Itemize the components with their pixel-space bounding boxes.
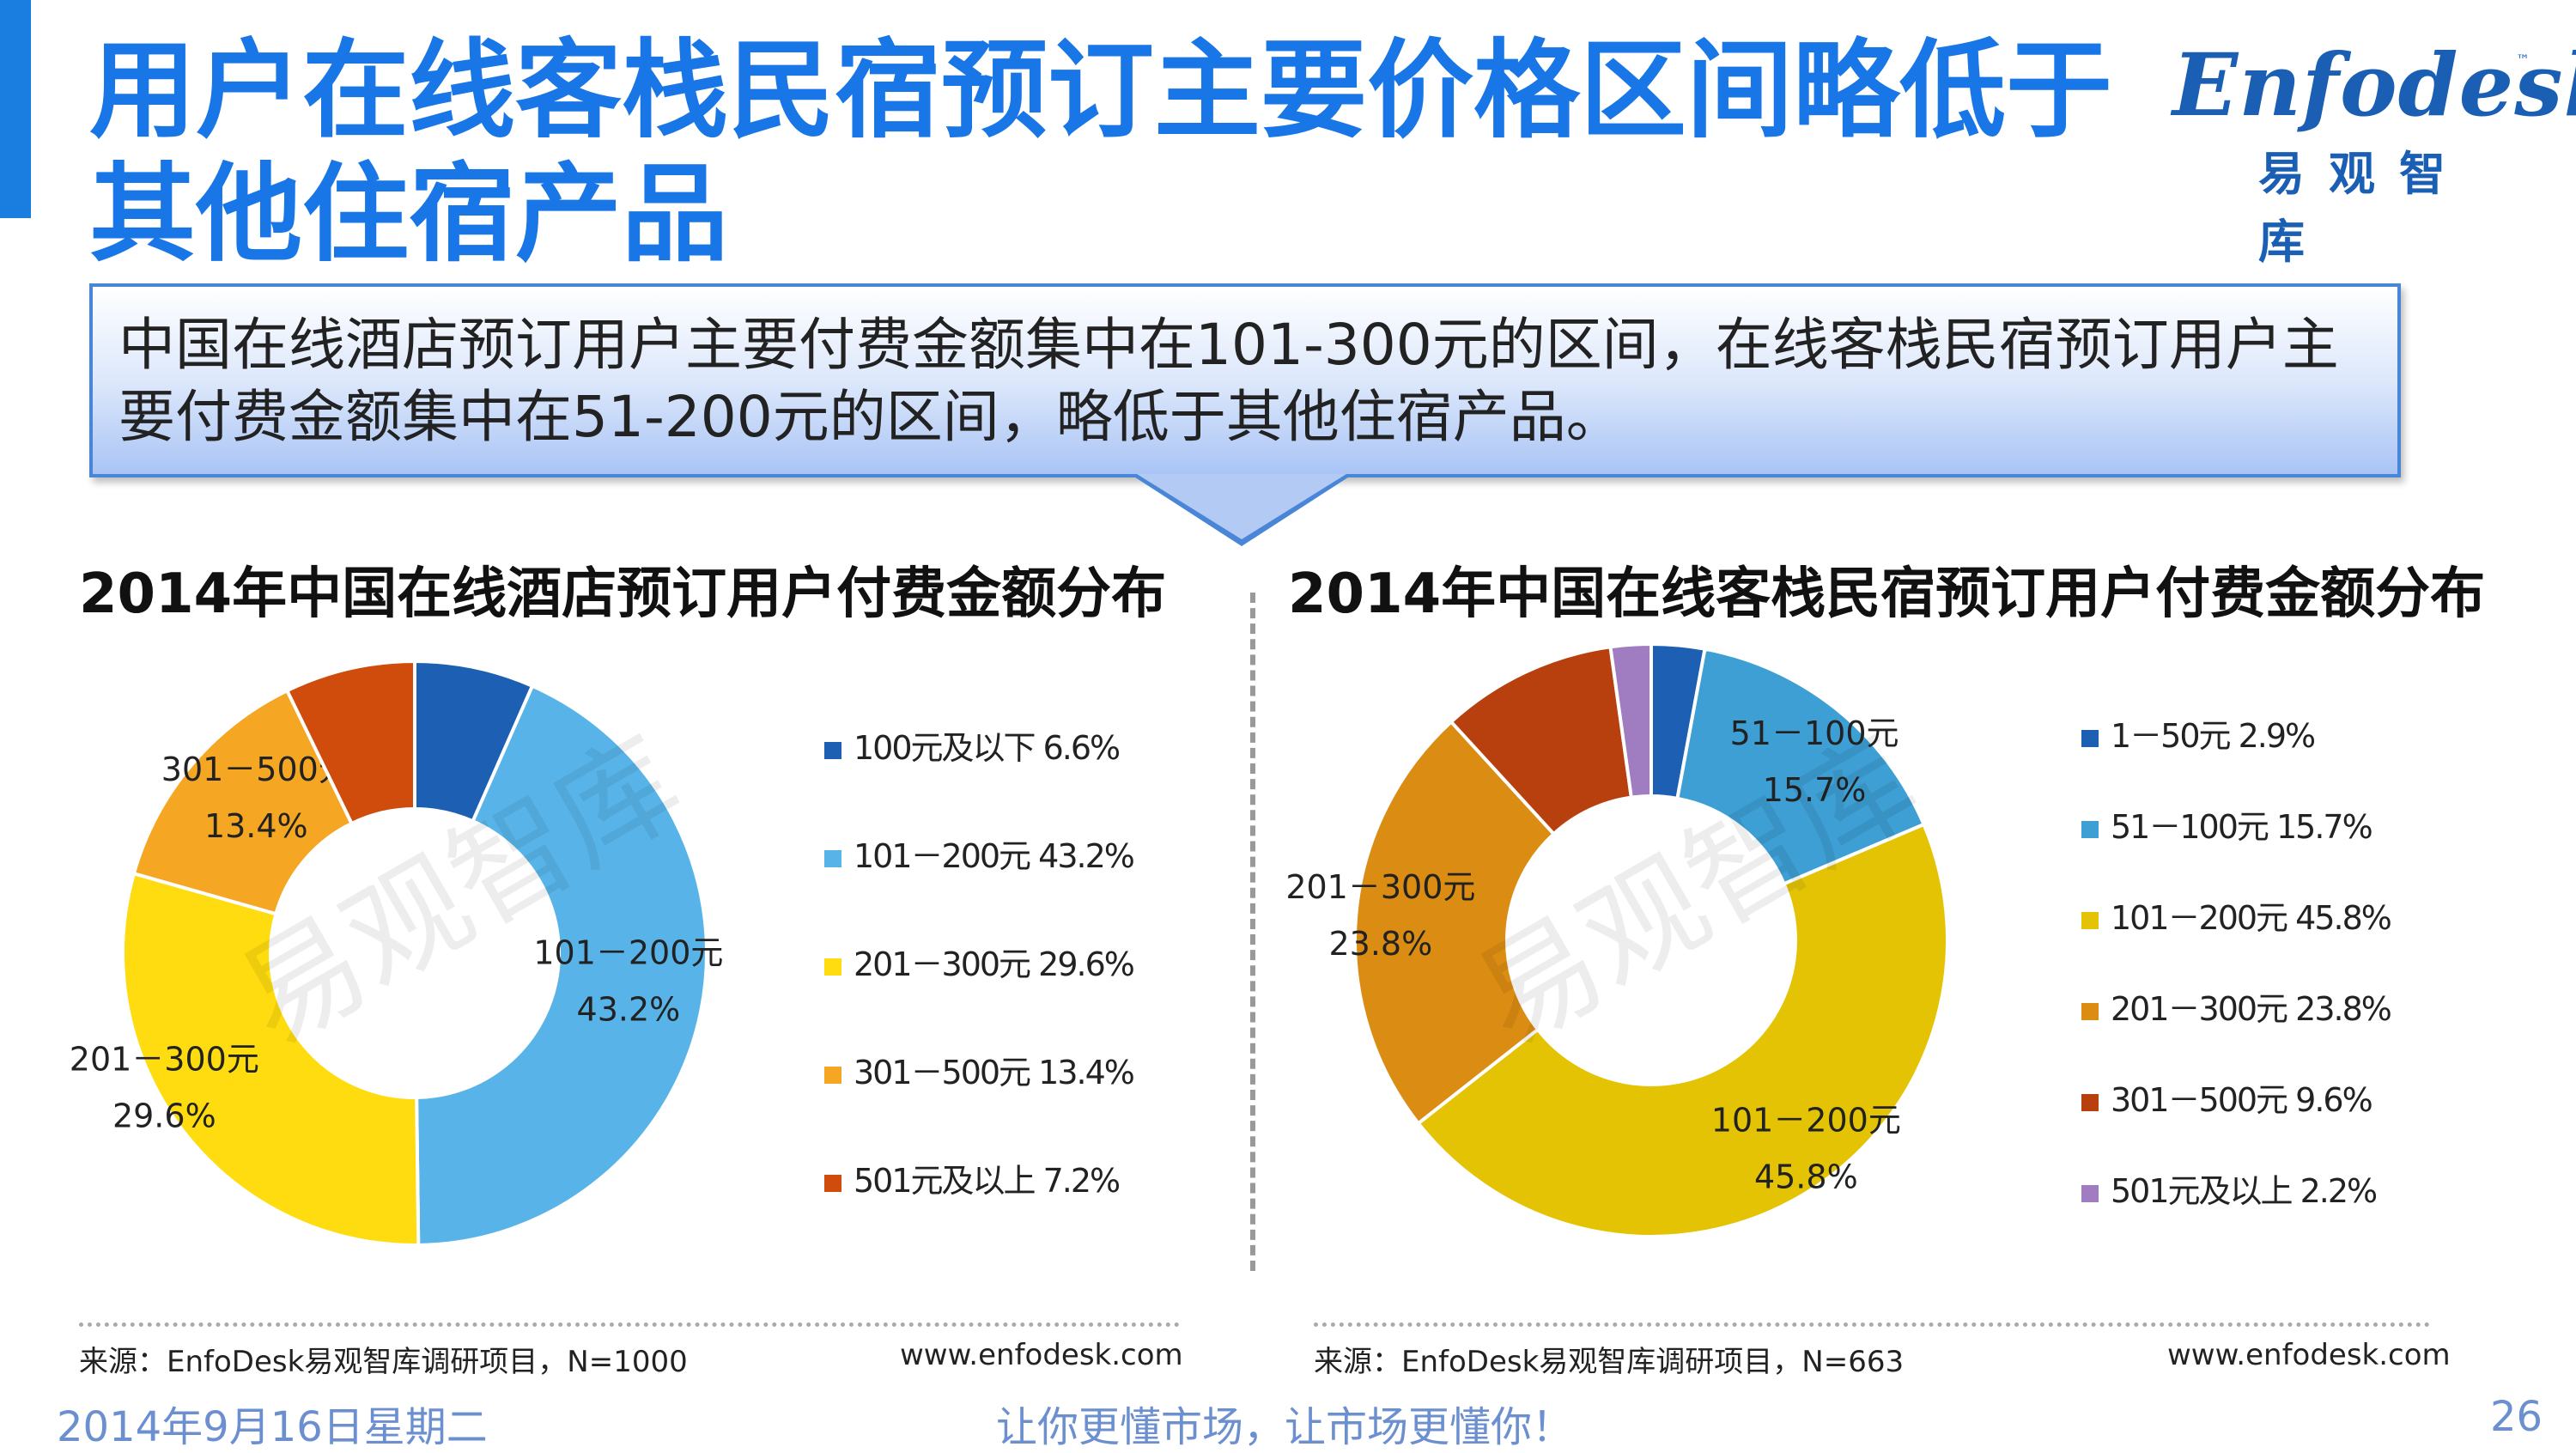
legend-item: 501元及以上 2.2% [2081, 1164, 2378, 1212]
callout-pointer-fill [1137, 474, 1346, 539]
legend-swatch [824, 1066, 841, 1084]
legend-item: 301－500元 9.6% [2081, 1073, 2373, 1121]
donut-slice [1675, 647, 1927, 886]
slice-category-label: 101－200元 [533, 934, 723, 972]
inn-source-note: 来源：EnfoDesk易观智库调研项目，N=663 [1314, 1345, 1905, 1379]
source-rule-left [79, 1322, 1180, 1327]
legend-item: 101－200元 45.8% [2081, 891, 2392, 939]
legend-swatch [824, 741, 841, 759]
legend-item: 51－100元 15.7% [2081, 800, 2373, 848]
legend-swatch [2081, 820, 2099, 838]
enfodesk-logo: Enfodesk ™ 易观智库 [2172, 34, 2576, 269]
hotel-chart-title: 2014年中国在线酒店预订用户付费金额分布 [79, 562, 1167, 626]
slice-value-label: 15.7% [1763, 771, 1867, 809]
slice-value-label: 29.6% [112, 1097, 216, 1134]
donut-slice [121, 871, 421, 1247]
donut-slice [1608, 641, 1653, 799]
legend-swatch [2081, 1184, 2099, 1202]
page-title: 用户在线客栈民宿预订主要价格区间略低于其他住宿产品 [89, 29, 2113, 277]
logo-brand: Enfodesk [2172, 34, 2576, 136]
source-rule-right [1314, 1322, 2430, 1327]
slice-category-label: 201－300元 [1285, 868, 1475, 906]
footer-date: 2014年9月16日星期二 [57, 1403, 488, 1451]
slice-value-label: 23.8% [1328, 925, 1432, 963]
slice-category-label: 201－300元 [70, 1040, 259, 1078]
legend-item: 201－300元 29.6% [824, 938, 1135, 985]
legend-label: 1－50元 2.9% [2111, 717, 2316, 755]
slice-value-label: 43.2% [577, 991, 681, 1029]
logo-chinese-name: 易观智库 [2258, 147, 2470, 269]
legend-label: 101－200元 45.8% [2111, 899, 2392, 937]
legend-label: 101－200元 43.2% [854, 837, 1135, 875]
inn-chart-title: 2014年中国在线客栈民宿预订用户付费金额分布 [1288, 562, 2486, 626]
legend-swatch [2081, 1093, 2099, 1111]
chart-divider [1250, 593, 1255, 1271]
legend-item: 101－200元 43.2% [824, 830, 1135, 877]
donut-slice [415, 684, 708, 1247]
hotel-source-website: www.enfodesk.com [900, 1338, 1183, 1372]
footer-slogan: 让你更懂市场，让市场更懂你！ [996, 1403, 1574, 1451]
legend-swatch [824, 1174, 841, 1192]
slice-category-label: 51－100元 [1730, 714, 1899, 752]
accent-bar [0, 0, 31, 218]
legend-swatch [824, 958, 841, 976]
legend-label: 100元及以下 6.6% [854, 729, 1121, 767]
legend-swatch [824, 849, 841, 867]
slice-category-label: 101－200元 [1711, 1101, 1901, 1139]
page-number: 26 [2490, 1393, 2543, 1441]
legend-label: 201－300元 23.8% [2111, 990, 2392, 1028]
legend-item: 201－300元 23.8% [2081, 982, 2392, 1030]
summary-callout: 中国在线酒店预订用户主要付费金额集中在101-300元的区间，在线客栈民宿预订用… [89, 283, 2401, 477]
legend-label: 201－300元 29.6% [854, 945, 1135, 983]
logo-trademark: ™ [2516, 52, 2530, 68]
donut-slice [1353, 719, 1557, 1126]
legend-item: 301－500元 13.4% [824, 1046, 1135, 1093]
legend-swatch [2081, 911, 2099, 929]
legend-swatch [2081, 1002, 2099, 1020]
hotel-source-note: 来源：EnfoDesk易观智库调研项目，N=1000 [79, 1345, 688, 1379]
legend-label: 301－500元 9.6% [2111, 1081, 2373, 1119]
donut-slice [1415, 822, 1949, 1238]
donut-slice [284, 659, 416, 826]
legend-item: 1－50元 2.9% [2081, 709, 2316, 757]
donut-slice [131, 688, 355, 916]
summary-text: 中国在线酒店预订用户主要付费金额集中在101-300元的区间，在线客栈民宿预订用… [118, 312, 2339, 450]
legend-label: 501元及以上 7.2% [854, 1162, 1121, 1200]
legend-label: 51－100元 15.7% [2111, 808, 2373, 846]
legend-swatch [2081, 729, 2099, 747]
legend-item: 100元及以下 6.6% [824, 721, 1121, 769]
legend-item: 501元及以上 7.2% [824, 1154, 1121, 1201]
legend-label: 301－500元 13.4% [854, 1054, 1135, 1091]
slice-value-label: 45.8% [1754, 1158, 1858, 1195]
legend-label: 501元及以上 2.2% [2111, 1172, 2378, 1210]
inn-donut-chart: 51－100元 15.7% 101－200元 45.8% 201－300元 23.8% [1285, 641, 1949, 1238]
inn-source-website: www.enfodesk.com [2167, 1338, 2451, 1372]
slice-value-label: 13.4% [204, 807, 308, 845]
